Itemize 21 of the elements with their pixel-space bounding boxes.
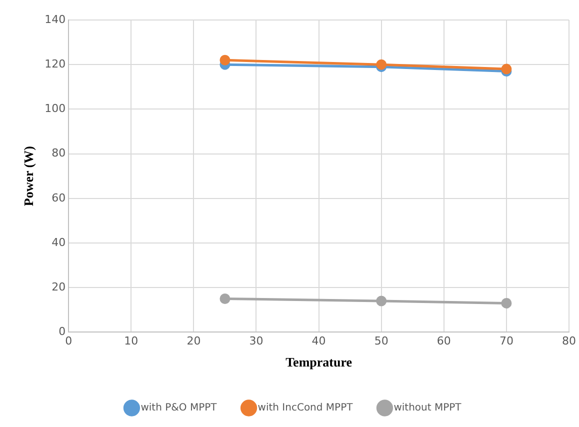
x-tick-label: 20 (186, 334, 201, 348)
y-tick-label: 40 (52, 236, 66, 249)
x-tick-label: 30 (249, 334, 264, 348)
legend-label: without MPPT (394, 402, 462, 414)
y-axis-title: Power (W) (21, 146, 36, 206)
x-tick-label: 40 (312, 334, 326, 348)
x-tick-label: 50 (374, 334, 388, 348)
legend-label: with P&O MPPT (140, 402, 218, 414)
y-tick-label: 140 (44, 12, 66, 26)
y-tick-label: 20 (52, 280, 66, 294)
y-tick-label: 60 (52, 191, 66, 204)
y-tick-label: 0 (58, 325, 66, 338)
x-tick-label: 70 (499, 334, 514, 348)
legend-label: with IncCond MPPT (258, 402, 354, 414)
y-tick-label: 120 (44, 57, 66, 70)
x-tick-label: 60 (436, 334, 451, 348)
x-axis-title: Temprature (286, 354, 352, 370)
x-tick-label: 10 (124, 334, 138, 348)
y-tick-label: 80 (52, 146, 66, 160)
y-tick-label: 100 (44, 102, 66, 116)
x-tick-label: 80 (562, 334, 576, 348)
